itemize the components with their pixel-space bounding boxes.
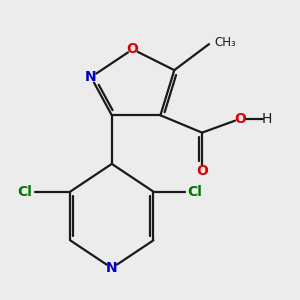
Text: N: N — [85, 70, 97, 84]
Text: CH₃: CH₃ — [214, 36, 236, 49]
Text: H: H — [261, 112, 272, 126]
Text: O: O — [234, 112, 246, 126]
Text: O: O — [127, 42, 139, 56]
Text: Cl: Cl — [18, 185, 32, 199]
Text: N: N — [106, 261, 118, 275]
Text: Cl: Cl — [188, 185, 203, 199]
Text: O: O — [196, 164, 208, 178]
